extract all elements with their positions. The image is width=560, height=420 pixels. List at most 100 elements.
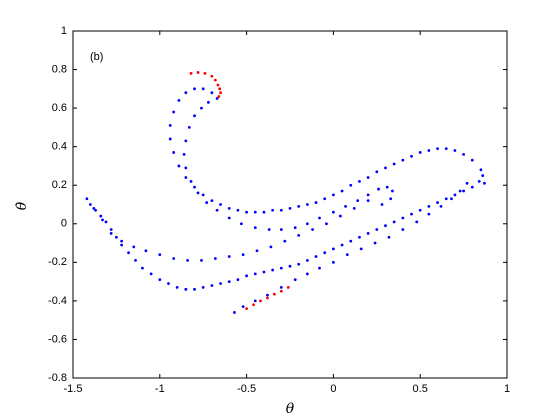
point	[344, 205, 347, 208]
point	[392, 162, 396, 166]
point	[184, 176, 188, 179]
point	[345, 253, 349, 257]
point	[186, 259, 189, 262]
y-tick-label: 0.6	[52, 102, 67, 114]
point	[217, 95, 221, 98]
point	[104, 220, 108, 224]
point	[279, 228, 283, 231]
point	[193, 287, 196, 291]
point	[262, 270, 266, 274]
point	[266, 296, 269, 300]
point	[470, 185, 474, 189]
point	[196, 191, 200, 195]
point	[184, 139, 188, 143]
point	[168, 137, 172, 141]
point	[177, 99, 181, 102]
point	[427, 149, 431, 152]
point	[305, 203, 309, 206]
point	[262, 210, 266, 214]
point	[436, 147, 439, 150]
point	[444, 197, 448, 201]
point	[219, 282, 222, 285]
point	[215, 97, 219, 100]
point	[373, 241, 377, 245]
point	[389, 197, 393, 201]
point	[385, 185, 389, 189]
point	[134, 259, 137, 262]
point	[481, 174, 485, 177]
point	[349, 183, 353, 187]
point	[380, 203, 384, 206]
point	[323, 251, 327, 255]
point	[127, 251, 130, 255]
point	[255, 249, 259, 253]
point	[92, 206, 96, 210]
x-tick-label: 1	[504, 383, 510, 395]
x-tick-label: -1.5	[64, 383, 83, 395]
point	[167, 282, 170, 285]
point	[120, 239, 124, 243]
point	[305, 259, 309, 262]
point	[193, 87, 196, 91]
point	[415, 220, 419, 224]
point	[286, 285, 290, 289]
point	[241, 253, 245, 257]
point	[236, 208, 240, 212]
point	[132, 245, 136, 249]
point	[158, 253, 162, 257]
point	[366, 176, 370, 179]
point	[314, 255, 318, 258]
point	[283, 239, 287, 243]
point	[332, 260, 335, 264]
point	[201, 285, 205, 289]
x-tick-label: 0.5	[413, 383, 428, 395]
point	[271, 208, 275, 212]
point	[427, 205, 431, 208]
point	[184, 166, 188, 170]
point	[213, 257, 217, 260]
y-tick-label: 0	[61, 218, 67, 230]
point	[158, 278, 162, 282]
point	[293, 226, 297, 230]
point	[227, 206, 231, 210]
point	[210, 74, 214, 78]
point	[375, 170, 379, 174]
point	[288, 206, 292, 210]
point	[305, 272, 309, 276]
point	[168, 124, 172, 127]
point	[99, 214, 103, 218]
y-tick-label: 0.8	[52, 63, 67, 75]
point	[384, 224, 387, 228]
point	[245, 307, 249, 310]
point	[233, 311, 236, 314]
point	[267, 228, 271, 231]
point	[259, 299, 262, 303]
point	[203, 72, 207, 75]
point	[279, 208, 283, 212]
point	[352, 206, 356, 210]
point	[196, 71, 200, 74]
point	[253, 210, 257, 214]
y-tick-label: -0.6	[48, 333, 67, 345]
point	[253, 299, 257, 303]
point	[253, 272, 257, 276]
point	[210, 199, 214, 203]
point	[483, 181, 486, 185]
point	[115, 235, 118, 239]
point	[213, 78, 217, 82]
point	[85, 197, 89, 201]
point	[377, 187, 380, 191]
y-axis-label: θ̇	[14, 201, 30, 210]
point	[311, 228, 314, 231]
point	[465, 181, 469, 185]
x-axis-label: θ	[286, 401, 295, 417]
point	[245, 274, 249, 278]
point	[340, 243, 344, 247]
point	[207, 100, 210, 104]
plot-frame	[72, 30, 508, 379]
point	[462, 152, 465, 156]
point	[293, 278, 297, 282]
point	[269, 245, 273, 249]
point	[182, 152, 186, 156]
